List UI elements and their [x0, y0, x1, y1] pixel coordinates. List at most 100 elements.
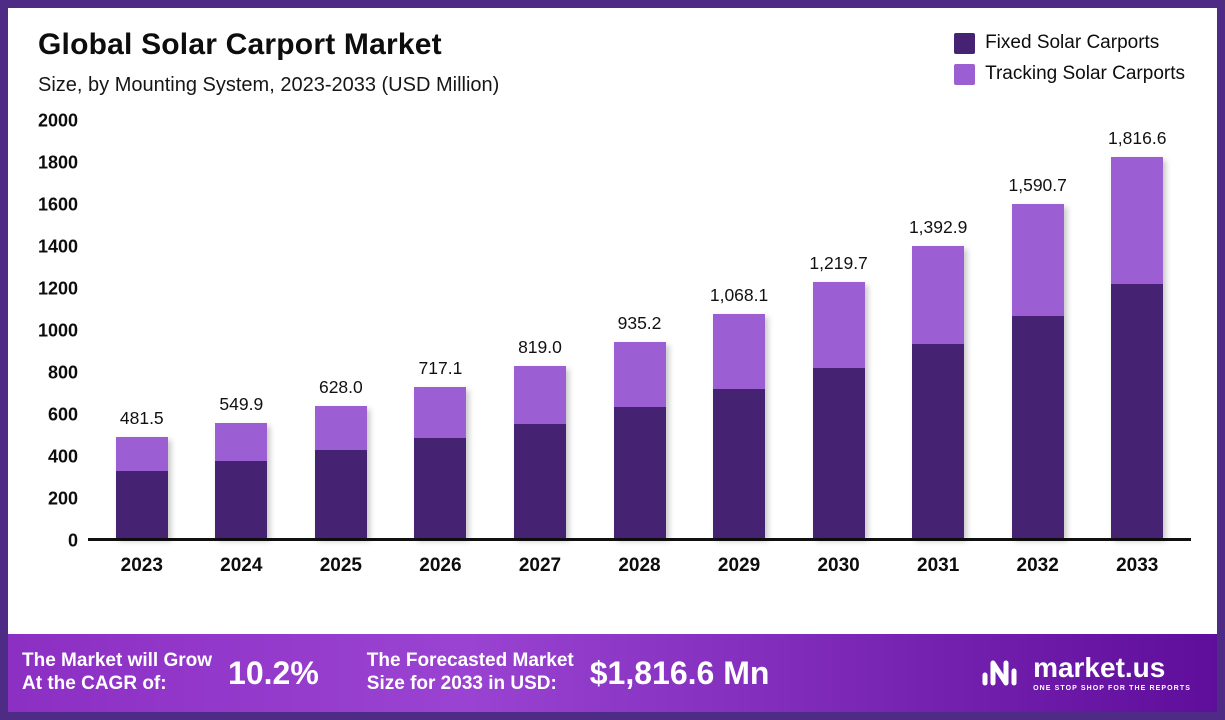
x-axis-label: 2024	[220, 555, 263, 576]
fixed-segment	[513, 423, 566, 538]
brand-tagline: ONE STOP SHOP FOR THE REPORTS	[1033, 685, 1191, 692]
bar-stack	[414, 387, 467, 538]
fixed-segment	[215, 461, 268, 538]
bar-value-label: 549.9	[219, 393, 264, 414]
tracking-segment	[613, 341, 666, 408]
x-axis-label: 2032	[1016, 555, 1059, 576]
bar-group: 1,392.9	[888, 121, 988, 538]
y-axis-tick: 0	[67, 530, 78, 551]
x-axis-labels: 2023 2024 2025 2026 2027 2028 2029 2030 2031 2032…	[88, 555, 1191, 577]
legend-item: Tracking Solar Carports	[954, 63, 1185, 85]
bar-stack	[912, 245, 965, 538]
brand-text-block: market.us ONE STOP SHOP FOR THE REPORTS	[1033, 654, 1191, 693]
legend-label: Fixed Solar Carports	[985, 32, 1160, 53]
tracking-segment	[713, 313, 766, 389]
bar-group: 1,590.7	[988, 121, 1088, 538]
legend-item: Fixed Solar Carports	[954, 32, 1185, 54]
y-axis-tick: 1800	[37, 152, 78, 173]
bar-value-label: 481.5	[119, 407, 164, 428]
x-axis-label: 2027	[518, 555, 562, 576]
tracking-segment	[115, 436, 168, 471]
bar-group: 481.5	[92, 121, 192, 538]
tracking-segment	[215, 422, 268, 462]
bar-value-label: 628.0	[318, 377, 363, 398]
x-axis-label: 2023	[120, 555, 163, 576]
bar-stack	[713, 313, 766, 538]
tracking-segment	[912, 245, 965, 344]
y-axis-tick: 200	[47, 488, 78, 509]
fixed-segment	[1011, 315, 1064, 538]
fixed-segment	[613, 407, 666, 538]
tracking-segment	[513, 366, 566, 424]
bar-stack	[314, 406, 367, 538]
legend: Fixed Solar Carports Tracking Solar Carpo…	[954, 32, 1185, 85]
fixed-segment	[912, 343, 965, 538]
x-axis-label: 2033	[1116, 555, 1159, 576]
bar-stack	[1111, 156, 1164, 538]
y-axis: 2000 1800 1600 1400 1200 1000 800 600 400 200 0	[24, 111, 88, 551]
bar-group: 628.0	[291, 121, 391, 538]
fixed-segment	[414, 437, 467, 538]
forecast-label-line2: Size for 2033 in USD:	[366, 673, 557, 694]
bar-stack	[215, 422, 268, 538]
bar-value-label: 1,392.9	[908, 216, 968, 237]
bar-group: 1,219.7	[789, 121, 889, 538]
cagr-label-line2: At the CAGR of:	[22, 673, 167, 694]
x-axis-label: 2026	[419, 555, 462, 576]
bar-value-label: 1,590.7	[1008, 174, 1067, 195]
x-axis-label: 2030	[817, 555, 860, 576]
bar-value-label: 717.1	[418, 358, 463, 379]
bar-value-label: 1,068.1	[709, 284, 769, 305]
plot-area: 481.5 549.9 628.0 717.1 819.0 935.2 1,068.1 1,2…	[88, 121, 1191, 541]
bar-value-label: 1,219.7	[809, 252, 868, 273]
bar-value-label: 935.2	[617, 312, 662, 333]
plot-column: 481.5 549.9 628.0 717.1 819.0 935.2 1,068.1 1,2…	[88, 121, 1191, 577]
cagr-label: The Market will Grow At the CAGR of:	[22, 650, 212, 696]
y-axis-tick: 1400	[37, 236, 78, 257]
bar-stack	[1011, 203, 1064, 538]
x-axis-label: 2029	[717, 555, 761, 576]
y-axis-tick: 1200	[37, 278, 78, 299]
footer-banner: The Market will Grow At the CAGR of: 10.…	[8, 634, 1217, 712]
legend-label: Tracking Solar Carports	[985, 63, 1185, 84]
y-axis-tick: 800	[47, 362, 78, 383]
y-axis-tick: 2000	[37, 110, 78, 131]
chart-card: Global Solar Carport Market Size, by Mou…	[8, 8, 1217, 634]
forecast-value: $1,816.6 Mn	[589, 654, 770, 691]
bar-group: 819.0	[490, 121, 590, 538]
chart-title: Global Solar Carport Market	[38, 28, 442, 61]
tracking-segment	[1011, 203, 1064, 316]
fixed-segment	[314, 450, 367, 538]
brand-pulse-icon	[982, 660, 1017, 686]
chart-subtitle: Size, by Mounting System, 2023-2033 (USD…	[38, 74, 500, 96]
fixed-segment	[713, 388, 766, 538]
y-axis-tick: 1600	[37, 194, 78, 215]
chart-header: Global Solar Carport Market Size, by Mou…	[24, 28, 1191, 97]
bar-group: 1,068.1	[689, 121, 789, 538]
bar-stack	[613, 341, 666, 538]
legend-swatch	[954, 32, 976, 54]
bar-stack	[812, 281, 865, 538]
forecast-label-line1: The Forecasted Market	[366, 650, 574, 672]
tracking-segment	[314, 406, 367, 451]
tracking-segment	[414, 387, 467, 438]
bar-stack	[513, 366, 566, 538]
x-axis-label: 2025	[319, 555, 362, 576]
legend-swatch	[954, 63, 976, 85]
bar-value-label: 1,816.6	[1108, 127, 1167, 148]
y-axis-tick: 1000	[37, 320, 78, 341]
bar-value-label: 819.0	[518, 337, 562, 358]
fixed-segment	[115, 470, 168, 538]
bar-group: 935.2	[590, 121, 690, 538]
y-axis-tick: 400	[47, 446, 78, 467]
chart-body: 2000 1800 1600 1400 1200 1000 800 600 400 200 0 48…	[24, 111, 1191, 577]
tracking-segment	[812, 281, 865, 368]
forecast-label: The Forecasted Market Size for 2033 in U…	[367, 650, 574, 696]
cagr-label-line1: The Market will Grow	[22, 650, 213, 672]
fixed-segment	[1111, 284, 1164, 538]
bar-group: 1,816.6	[1087, 121, 1187, 538]
y-axis-tick: 600	[47, 404, 78, 425]
bar-group: 549.9	[192, 121, 292, 538]
x-axis-label: 2031	[917, 555, 960, 576]
